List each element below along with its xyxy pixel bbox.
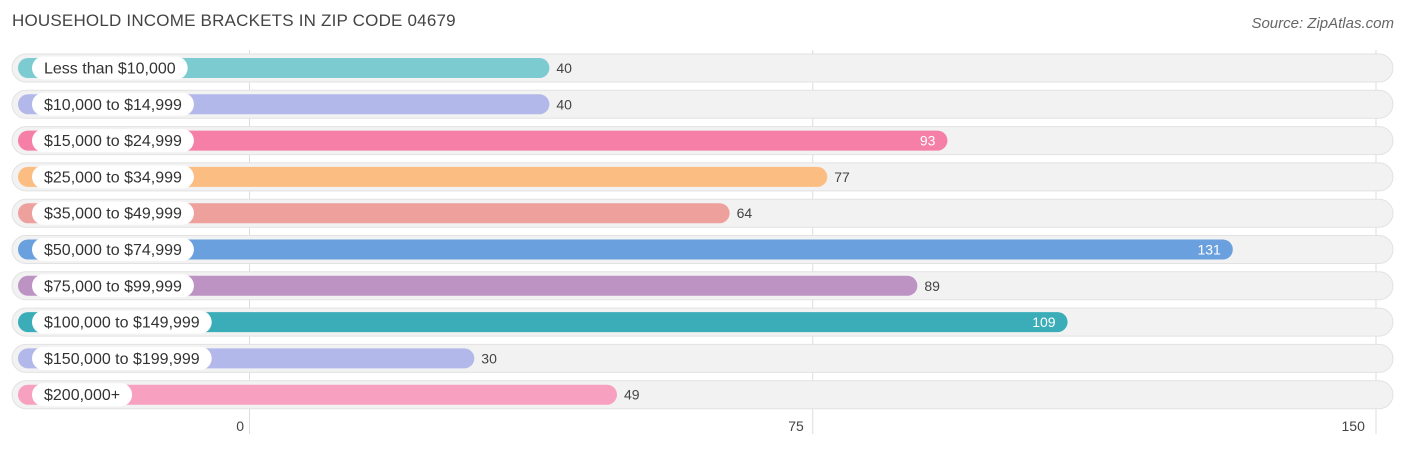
value-label: 30 [481,350,497,366]
bar-row: $100,000 to $149,999 109 [11,307,1394,337]
value-label: 89 [924,278,940,294]
bars: Less than $10,000 40$10,000 to $14,999 40$… [11,53,1394,410]
category-label: $15,000 to $24,999 [44,133,182,150]
bar-row: $200,000+ 49 [11,380,1394,410]
value-label: 40 [556,96,572,112]
bar [18,130,948,151]
bar-row: Less than $10,000 40 [11,53,1394,83]
bar [18,166,828,187]
bar-row: $25,000 to $34,999 77 [11,162,1394,192]
category-label: $35,000 to $49,999 [44,206,182,223]
x-tick-label: 0 [236,418,244,434]
category-label-pill [32,310,212,334]
bar [18,203,730,224]
value-label: 49 [624,387,640,403]
category-label: $75,000 to $99,999 [44,278,182,295]
category-label: $100,000 to $149,999 [44,315,200,332]
category-label-pill [32,383,133,407]
value-label: 40 [556,60,572,76]
bar [18,312,1068,333]
bar-row: $75,000 to $99,999 89 [11,271,1394,301]
category-label: $150,000 to $199,999 [44,351,200,368]
category-label-pill [32,56,188,80]
value-label: 77 [834,169,850,185]
bar [18,275,918,296]
category-label-pill [32,92,194,116]
category-label-pill [32,201,194,225]
category-label-pill [32,346,212,370]
bar-row: $15,000 to $24,999 93 [11,126,1394,156]
bar-row: $150,000 to $199,999 30 [11,343,1394,373]
value-label: 93 [920,133,936,149]
x-tick-label: 150 [1342,418,1366,434]
bar-row: $35,000 to $49,999 64 [11,198,1394,228]
category-label: $25,000 to $34,999 [44,169,182,186]
x-axis: 0 75 150 [236,418,1365,434]
category-label-pill [32,274,194,298]
value-label: 109 [1032,314,1056,330]
category-label-pill [32,165,194,189]
chart-title: HOUSEHOLD INCOME BRACKETS IN ZIP CODE 04… [12,11,456,30]
category-label: $50,000 to $74,999 [44,242,182,259]
bar [18,239,1233,260]
value-label: 64 [737,205,753,221]
bar-row: $10,000 to $14,999 40 [11,89,1394,119]
x-tick-label: 75 [788,418,804,434]
bar-row: $50,000 to $74,999 131 [11,235,1394,264]
category-label: $200,000+ [44,387,120,404]
value-label: 131 [1197,242,1221,258]
chart-source: Source: ZipAtlas.com [1251,15,1394,32]
category-label-pill [32,129,194,153]
category-label: $10,000 to $14,999 [44,97,182,114]
category-label-pill [32,238,194,261]
bar [18,384,617,405]
category-label: Less than $10,000 [44,61,176,78]
